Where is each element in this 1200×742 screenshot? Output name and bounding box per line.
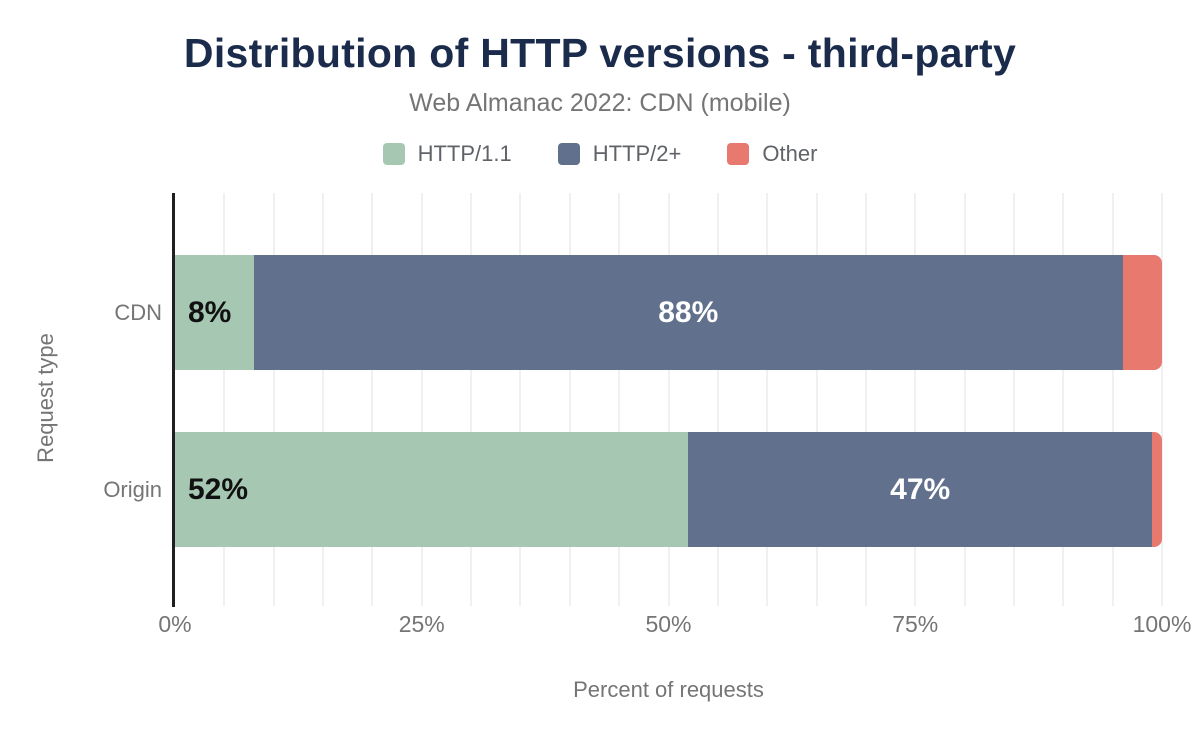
bar-value-label: 8% <box>188 295 232 329</box>
bar-segment-cdn-other <box>1122 255 1162 370</box>
legend-swatch-http11 <box>382 143 405 165</box>
x-axis-title: Percent of requests <box>573 677 764 702</box>
legend-swatch-http2 <box>557 143 580 165</box>
legend-label-other: Other <box>762 141 818 166</box>
gridline <box>618 193 621 606</box>
gridline <box>1062 193 1065 606</box>
category-label-origin: Origin <box>103 476 162 502</box>
gridline <box>420 193 423 606</box>
legend-swatch-other <box>727 143 750 165</box>
gridline <box>223 193 226 606</box>
legend-label-http11: HTTP/1.1 <box>417 141 512 166</box>
legend: HTTP/1.1 HTTP/2+ Other <box>0 141 1200 167</box>
bar-segment-cdn-http11: 8% <box>175 255 254 370</box>
y-axis-title: Request type <box>33 333 58 463</box>
x-axis: 0% 25% 50% 75% 100% <box>158 611 1191 641</box>
bar-segment-origin-http11: 52% <box>175 432 689 547</box>
gridline <box>272 193 275 606</box>
plot-area: 0% 25% 50% 75% 100% Percent of requests CDN 8… <box>103 193 1191 702</box>
legend-item-other: Other <box>727 141 817 167</box>
gridline <box>322 193 325 606</box>
bar-segment-cdn-http2: 88% <box>253 255 1123 370</box>
gridline <box>716 193 719 606</box>
bar-value-label: 88% <box>658 295 719 329</box>
chart-title: Distribution of HTTP versions - third-pa… <box>183 30 1017 76</box>
bar-value-label: 47% <box>890 472 951 506</box>
x-tick-100: 100% <box>1132 611 1192 637</box>
gridline <box>963 193 966 606</box>
gridline <box>568 193 571 606</box>
chart-subtitle: Web Almanac 2022: CDN (mobile) <box>409 89 791 117</box>
gridline <box>470 193 473 606</box>
bar-row-origin: Origin 52% 47% <box>103 432 1162 547</box>
bar-row-cdn: CDN 8% 88% <box>114 255 1162 370</box>
y-axis-line <box>172 193 175 607</box>
legend-item-http11: HTTP/1.1 <box>382 141 512 167</box>
gridline <box>1161 193 1163 606</box>
gridline <box>1012 193 1015 606</box>
gridline <box>1111 193 1114 606</box>
x-tick-50: 50% <box>645 611 692 637</box>
bar-value-label: 52% <box>188 472 249 506</box>
gridline <box>371 193 374 606</box>
gridline <box>815 193 818 606</box>
x-tick-0: 0% <box>158 611 192 637</box>
bar-segment-origin-other <box>1152 432 1162 547</box>
legend-item-http2: HTTP/2+ <box>557 141 682 167</box>
bar-segment-origin-http2: 47% <box>688 432 1153 547</box>
x-tick-75: 75% <box>892 611 939 637</box>
gridline <box>667 193 670 606</box>
gridline <box>519 193 522 606</box>
legend-label-http2: HTTP/2+ <box>592 141 682 166</box>
gridline <box>864 193 867 606</box>
gridline <box>766 193 769 606</box>
gridline <box>914 193 917 606</box>
x-tick-25: 25% <box>398 611 445 637</box>
category-label-cdn: CDN <box>114 299 162 325</box>
